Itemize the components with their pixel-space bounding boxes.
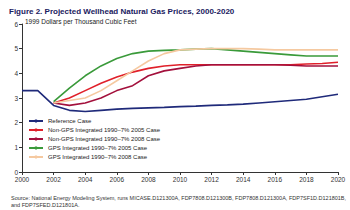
svg-text:1999 Dollars per Thousand Cubi: 1999 Dollars per Thousand Cubic Feet bbox=[25, 18, 137, 26]
svg-text:0: 0 bbox=[14, 169, 18, 176]
svg-text:3: 3 bbox=[14, 95, 18, 102]
svg-text:2016: 2016 bbox=[268, 176, 283, 183]
svg-text:Non-GPS Integrated 1990–7% 200: Non-GPS Integrated 1990–7% 2008 Case bbox=[48, 136, 161, 142]
svg-text:GPS Integrated 1990–7% 2005 Ca: GPS Integrated 1990–7% 2005 Case bbox=[48, 145, 148, 151]
svg-text:and FDP7SFED.D121801A.: and FDP7SFED.D121801A. bbox=[11, 202, 80, 208]
svg-text:2006: 2006 bbox=[110, 176, 125, 183]
svg-text:Non-GPS Integrated 1990–7% 200: Non-GPS Integrated 1990–7% 2005 Case bbox=[48, 127, 161, 133]
svg-text:4: 4 bbox=[14, 70, 18, 77]
svg-text:5: 5 bbox=[14, 45, 18, 52]
svg-text:Source: National Energy Modeli: Source: National Energy Modeling System,… bbox=[11, 195, 348, 201]
svg-text:2000: 2000 bbox=[15, 176, 30, 183]
svg-text:1: 1 bbox=[14, 144, 18, 151]
svg-text:GPS Integrated 1990–7% 2008 Ca: GPS Integrated 1990–7% 2008 Case bbox=[48, 154, 148, 160]
svg-text:2012: 2012 bbox=[204, 176, 219, 183]
svg-text:2004: 2004 bbox=[78, 176, 93, 183]
svg-text:2008: 2008 bbox=[141, 176, 156, 183]
svg-text:6: 6 bbox=[14, 21, 18, 28]
svg-text:2: 2 bbox=[14, 119, 18, 126]
svg-text:2020: 2020 bbox=[331, 176, 346, 183]
svg-text:2010: 2010 bbox=[173, 176, 188, 183]
svg-text:2018: 2018 bbox=[299, 176, 314, 183]
svg-text:2002: 2002 bbox=[46, 176, 61, 183]
svg-text:2014: 2014 bbox=[236, 176, 251, 183]
svg-text:Figure 2. Projected Wellhead N: Figure 2. Projected Wellhead Natural Gas… bbox=[9, 7, 235, 16]
svg-text:Reference Case: Reference Case bbox=[48, 118, 92, 124]
